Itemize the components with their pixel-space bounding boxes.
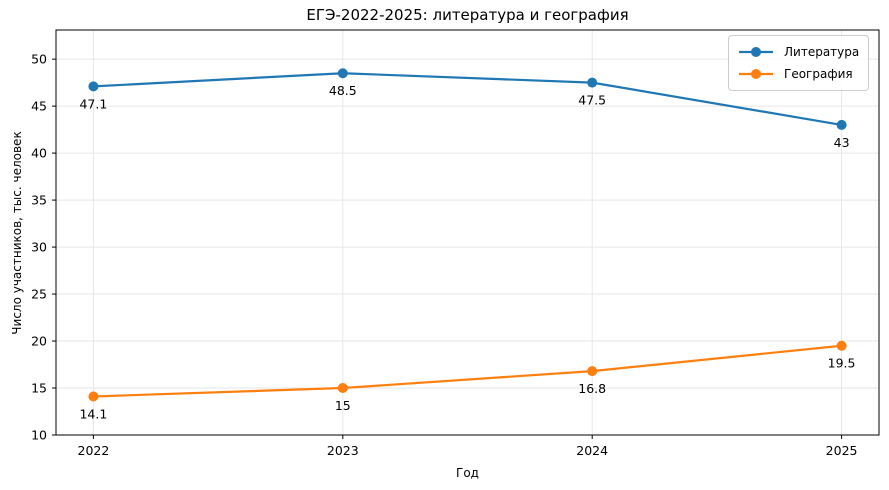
data-point-label: 47.1 [79,96,107,111]
x-axis-label: Год [456,466,479,480]
data-point-marker [88,391,99,402]
y-tick-label: 15 [31,381,47,396]
y-tick-label: 25 [31,287,47,302]
x-tick-label: 2025 [826,443,858,458]
data-point-marker [587,77,598,88]
y-tick-label: 40 [31,146,47,161]
data-point-label: 43 [834,135,850,150]
x-tick-label: 2022 [78,443,110,458]
data-point-marker [88,81,99,92]
data-point-label: 19.5 [828,356,856,371]
chart-title: ЕГЭ-2022-2025: литература и география [306,6,629,24]
y-tick-label: 30 [31,240,47,255]
y-tick-label: 10 [31,428,47,443]
line-marker-icon [739,47,773,57]
legend: Литература География [728,35,870,91]
data-point-marker [587,366,598,377]
data-line [92,72,843,127]
y-tick-label: 45 [31,99,47,114]
x-tick-label: 2024 [576,443,608,458]
line-marker-icon [739,69,773,79]
data-point-marker [836,119,847,130]
legend-item-geografia: География [737,63,859,85]
data-line [92,344,843,398]
legend-marker-sample [751,47,761,57]
data-point-label: 47.5 [578,93,606,108]
data-point-label: 48.5 [329,83,357,98]
data-point-label: 16.8 [578,381,606,396]
legend-item-literatura: Литература [737,41,859,63]
y-tick-label: 20 [31,334,47,349]
plot-border [55,29,880,436]
data-point-marker [337,383,348,394]
y-tick-label: 50 [31,52,47,67]
data-point-label: 14.1 [79,406,107,421]
legend-label: Литература [784,45,860,59]
x-tick-label: 2023 [327,443,359,458]
data-point-marker [836,340,847,351]
data-point-label: 15 [335,398,351,413]
y-tick-label: 35 [31,193,47,208]
legend-label: География [784,67,853,81]
legend-marker-sample [751,69,761,79]
data-point-marker [337,68,348,79]
